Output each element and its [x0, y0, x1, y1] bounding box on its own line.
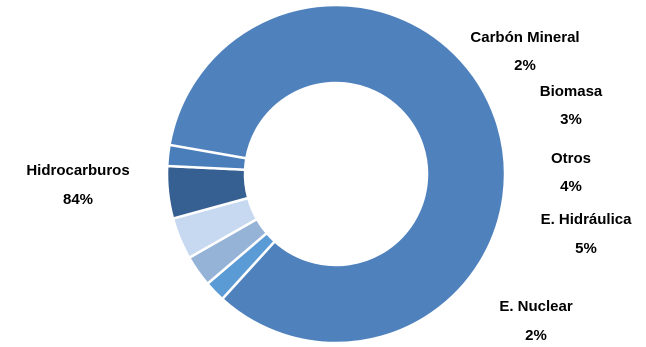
label-e-nuclear: E. Nuclear 2% [499, 298, 573, 344]
label-e-nuclear-name: E. Nuclear [499, 298, 573, 315]
slice-hidrocarburos [168, 3, 507, 345]
label-otros: Otros 4% [551, 150, 591, 195]
label-biomasa-value: 3% [560, 111, 582, 128]
slice-e-nuclear [165, 143, 248, 172]
label-carbon-mineral: Carbón Mineral 2% [470, 29, 579, 74]
label-otros-name: Otros [551, 150, 591, 167]
label-e-hidraulica-value: 5% [575, 240, 597, 257]
label-e-hidraulica: E. Hidráulica 5% [541, 211, 633, 257]
label-e-nuclear-value: 2% [525, 327, 547, 344]
donut-slices [165, 3, 507, 345]
label-hidrocarburos-name: Hidrocarburos [26, 162, 129, 179]
label-e-hidraulica-name: E. Hidráulica [541, 211, 633, 228]
label-hidrocarburos-value: 84% [63, 191, 93, 208]
label-hidrocarburos: Hidrocarburos 84% [26, 162, 129, 208]
label-carbon-mineral-value: 2% [514, 57, 536, 74]
label-carbon-mineral-name: Carbón Mineral [470, 29, 579, 46]
label-biomasa: Biomasa 3% [540, 83, 603, 128]
label-otros-value: 4% [560, 178, 582, 195]
label-biomasa-name: Biomasa [540, 83, 603, 100]
